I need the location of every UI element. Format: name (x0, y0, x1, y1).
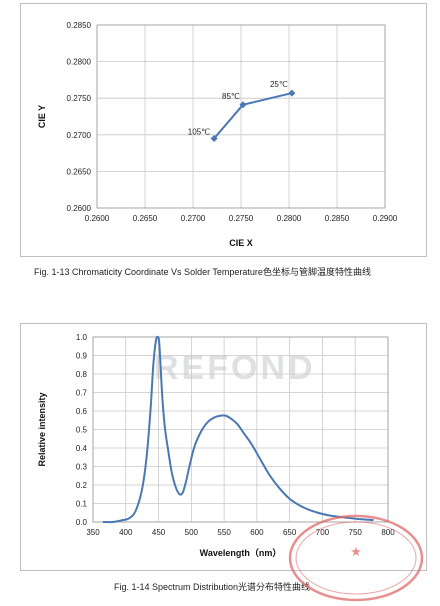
data-label: 25℃ (270, 80, 288, 89)
data-point (239, 101, 247, 109)
figure-caption-1-14: Fig. 1-14 Spectrum Distribution光谱分布特性曲线 (114, 582, 311, 592)
y-tick-label: 0.6 (76, 407, 88, 416)
x-tick-label: 0.2750 (229, 214, 254, 223)
y-tick-label: 0.2800 (67, 58, 92, 67)
data-label: 105℃ (188, 127, 210, 136)
x-axis-title: CIE X (229, 238, 253, 248)
y-tick-label: 0.2650 (67, 167, 92, 176)
y-tick-label: 0.2850 (67, 21, 92, 30)
x-tick-label: 400 (119, 528, 133, 537)
y-axis-title: Relative intensity (37, 392, 47, 466)
x-tick-label: 750 (349, 528, 363, 537)
y-tick-label: 0.2600 (67, 204, 92, 213)
y-tick-label: 1.0 (76, 333, 88, 342)
y-tick-label: 0.7 (76, 389, 88, 398)
y-axis-title: CIE Y (37, 105, 47, 128)
x-tick-label: 0.2700 (181, 214, 206, 223)
x-tick-label: 0.2900 (373, 214, 398, 223)
x-tick-label: 0.2600 (85, 214, 110, 223)
y-tick-label: 0.4 (76, 444, 88, 453)
spectrum-line (102, 335, 374, 524)
x-axis-title: Wavelength（nm） (200, 548, 282, 558)
x-tick-label: 700 (316, 528, 330, 537)
x-tick-label: 0.2800 (277, 214, 302, 223)
y-tick-label: 0.5 (76, 426, 88, 435)
y-tick-label: 0.8 (76, 370, 88, 379)
x-tick-label: 0.2650 (133, 214, 158, 223)
y-tick-label: 0.2750 (67, 94, 92, 103)
y-tick-label: 0.1 (76, 500, 88, 509)
x-tick-label: 650 (283, 528, 297, 537)
chart-frame-spectrum (20, 323, 427, 571)
chart-frame-cie (20, 3, 427, 257)
plot-area (96, 24, 386, 209)
x-tick-label: 450 (152, 528, 166, 537)
x-tick-label: 0.2850 (325, 214, 350, 223)
y-tick-label: 0.2 (76, 481, 88, 490)
y-tick-label: 0.3 (76, 463, 88, 472)
y-tick-label: 0.9 (76, 352, 88, 361)
x-tick-label: 550 (217, 528, 231, 537)
svg-text:★: ★ (350, 544, 362, 559)
y-tick-label: 0.2700 (67, 131, 92, 140)
x-tick-label: 600 (250, 528, 264, 537)
data-point (210, 134, 218, 142)
x-tick-label: 350 (86, 528, 100, 537)
x-tick-label: 800 (381, 528, 395, 537)
plot-area (92, 336, 389, 523)
y-tick-label: 0.0 (76, 518, 88, 527)
x-tick-label: 500 (185, 528, 199, 537)
approval-stamp: ★ (288, 514, 424, 602)
data-point (288, 89, 296, 97)
data-label: 85℃ (222, 92, 240, 101)
figure-caption-1-13: Fig. 1-13 Chromaticity Coordinate Vs Sol… (34, 267, 371, 277)
